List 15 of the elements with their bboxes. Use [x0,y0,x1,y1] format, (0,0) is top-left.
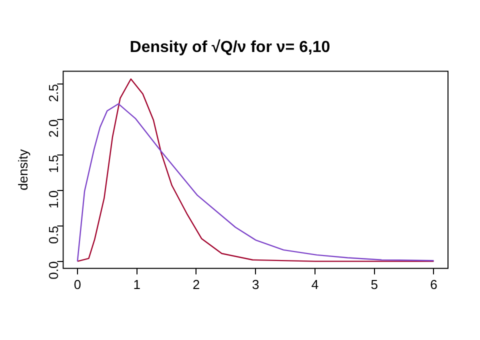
y-tick-label: 2.5 [46,84,61,102]
x-tick-label: 3 [252,276,260,292]
x-tick-label: 0 [74,276,82,292]
x-tick-label: 1 [133,276,140,292]
x-tick-label: 4 [311,276,319,292]
y-axis-title: density [15,148,30,190]
y-tick-label: 0.0 [46,261,61,280]
chart-title: Density of √Q/ν for ν= 6,10 [130,39,330,56]
x-tick-label: 2 [192,276,200,292]
y-tick-label: 1.5 [46,154,61,173]
y-tick-label: 2.0 [46,119,61,138]
y-tick-label: 0.5 [46,226,61,244]
x-tick-label: 6 [430,276,438,292]
y-tick-label: 1.0 [46,190,61,208]
x-tick-label: 5 [370,276,378,292]
